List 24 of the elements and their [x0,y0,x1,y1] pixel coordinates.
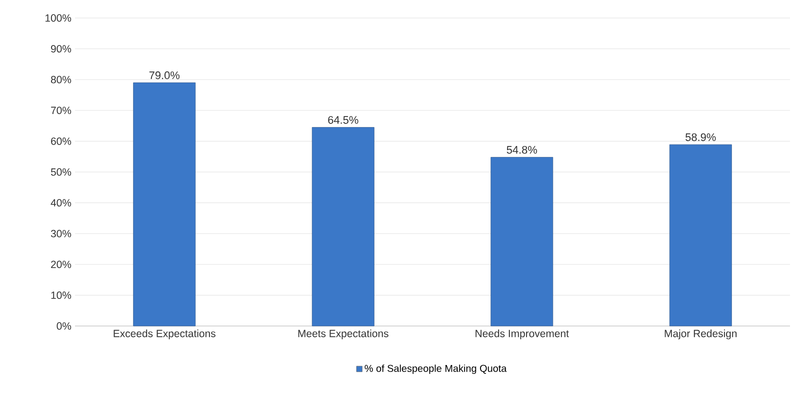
y-tick-label: 30% [50,230,72,238]
y-tick-label: 10% [51,292,72,299]
y-tick-label: 0% [56,322,72,330]
x-tick-label: Exceeds Expectations [114,330,216,340]
bar [312,127,374,326]
y-tick-label: 100% [46,14,72,22]
text: 58.9% [686,133,716,142]
text: 79.0% [149,71,180,80]
x-tick-label: Major Redesign [664,330,737,340]
bar [490,157,554,326]
y-tick-label: 40% [50,199,72,207]
legend-label: % of Salespeople Making Quota [364,364,507,374]
y-tick-label: 50% [50,168,72,176]
y-tick-label: 20% [51,260,72,268]
x-tick-label: Meets Expectations [298,330,388,340]
y-tick-label: 60% [51,138,72,145]
bar [669,144,732,326]
y-tick-label: 80% [50,76,72,84]
text: 64.5% [328,116,358,124]
x-tick-label: Needs Improvement [476,330,569,340]
bar [133,82,196,326]
y-tick-label: 90% [51,45,72,53]
text: 54.8% [506,146,538,154]
y-tick-label: 70% [51,106,72,114]
